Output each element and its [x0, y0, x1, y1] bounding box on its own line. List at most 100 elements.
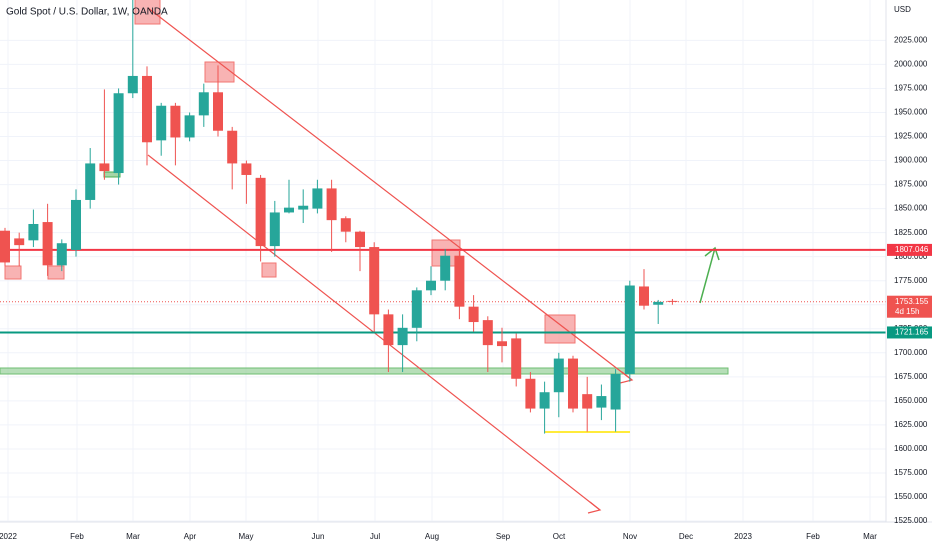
candle-body: [85, 163, 96, 200]
candle-body: [468, 306, 479, 323]
x-tick-label: Feb: [70, 532, 84, 541]
x-tick-label: Nov: [623, 532, 637, 541]
x-tick-label: Oct: [553, 532, 566, 541]
y-tick-label: 1825.000: [894, 228, 928, 237]
chart-title: Gold Spot / U.S. Dollar, 1W, OANDA: [6, 7, 168, 18]
x-tick-label: Feb: [806, 532, 820, 541]
candle-body: [170, 105, 181, 138]
y-tick-label: 1525.000: [894, 516, 928, 525]
candle-body: [227, 130, 238, 164]
y-tick-label: 1550.000: [894, 492, 928, 501]
price-tag: [887, 243, 932, 256]
candle-body: [241, 163, 252, 175]
candle-body: [326, 188, 337, 221]
candle-body: [440, 255, 451, 281]
candle-body: [71, 199, 81, 250]
highlight-box: [204, 61, 235, 83]
candle-body: [28, 223, 39, 241]
candle-body: [582, 394, 593, 409]
candle-body: [610, 373, 621, 410]
candle-body: [184, 115, 195, 138]
x-tick-label: Mar: [863, 532, 877, 541]
candle-body: [340, 218, 351, 232]
candle-body: [156, 105, 167, 141]
y-tick-label: 1600.000: [894, 444, 928, 453]
candle-body: [624, 285, 635, 374]
candle-body: [0, 230, 10, 263]
support-zone: [0, 367, 729, 375]
candles: [0, 0, 678, 434]
arrow-head: [587, 501, 602, 514]
candle-body: [411, 290, 422, 328]
candle-body: [312, 188, 323, 209]
price-lines: [0, 248, 886, 334]
candle-body: [113, 93, 124, 174]
highlight-box: [4, 265, 22, 280]
x-tick-label: Aug: [425, 532, 439, 541]
candle-body: [213, 92, 223, 131]
countdown-label: 4d 15h: [895, 307, 919, 316]
channel-line: [147, 7, 633, 381]
y-tick-label: 1900.000: [894, 156, 928, 165]
candle-body: [553, 358, 564, 393]
candle-body: [56, 243, 67, 266]
y-tick-label: 1650.000: [894, 396, 928, 405]
candle-body: [482, 320, 493, 346]
candle-body: [255, 177, 266, 247]
candle-body: [198, 92, 209, 116]
candle-body: [497, 341, 507, 347]
y-tick-label: 2025.000: [894, 35, 928, 44]
candle-body: [284, 207, 294, 213]
candle-body: [397, 327, 408, 346]
y-tick-label: 1775.000: [894, 276, 928, 285]
highlight-box: [544, 314, 576, 344]
y-tick-label: 1575.000: [894, 468, 928, 477]
y-tick-label: 1800.000: [894, 252, 928, 261]
candle-body: [511, 338, 522, 379]
candle-body: [639, 286, 649, 306]
candle-body: [568, 358, 578, 409]
price-label: 1753.155: [895, 297, 929, 306]
drawings: [0, 0, 729, 514]
candle-body: [99, 163, 110, 172]
x-tick-label: Jul: [370, 532, 380, 541]
price-tag: [887, 295, 932, 318]
candle-body: [596, 396, 607, 408]
candle-body: [539, 392, 550, 409]
x-tick-label: 2023: [734, 532, 752, 541]
x-tick-label: Apr: [184, 532, 197, 541]
x-tick-label: Dec: [679, 532, 693, 541]
y-tick-label: 1975.000: [894, 84, 928, 93]
x-tick-label: Sep: [496, 532, 511, 541]
highlight-box: [134, 0, 161, 25]
candle-body: [14, 238, 25, 246]
price-tag: [887, 326, 932, 339]
x-tick-label: May: [238, 532, 253, 541]
currency-label: USD: [894, 5, 911, 14]
y-tick-label: 1875.000: [894, 180, 928, 189]
arrow-head: [619, 371, 634, 384]
candle-body: [298, 205, 309, 210]
y-tick-label: 1625.000: [894, 420, 928, 429]
y-tick-label: 1700.000: [894, 348, 928, 357]
target-arrow: [699, 247, 716, 304]
y-tick-label: 1850.000: [894, 204, 928, 213]
axes: 1525.000 1550.000 1575.000 1600.000 1625.000…: [0, 35, 932, 541]
candle-body: [653, 301, 664, 305]
candle-body: [369, 247, 380, 315]
arrow-head: [704, 246, 720, 261]
y-tick-label: 1925.000: [894, 132, 928, 141]
price-label: 1807.046: [895, 245, 929, 254]
highlight-box: [261, 262, 277, 278]
candle-body: [142, 75, 152, 143]
candle-body: [269, 212, 280, 247]
x-tick-label: 2022: [0, 532, 17, 541]
y-tick-label: 1675.000: [894, 372, 928, 381]
candle-body: [383, 314, 394, 346]
candle-body: [426, 280, 436, 291]
grid: [0, 0, 886, 522]
y-tick-label: 1950.000: [894, 108, 928, 117]
candle-body: [355, 231, 365, 248]
candle-body: [127, 75, 138, 94]
